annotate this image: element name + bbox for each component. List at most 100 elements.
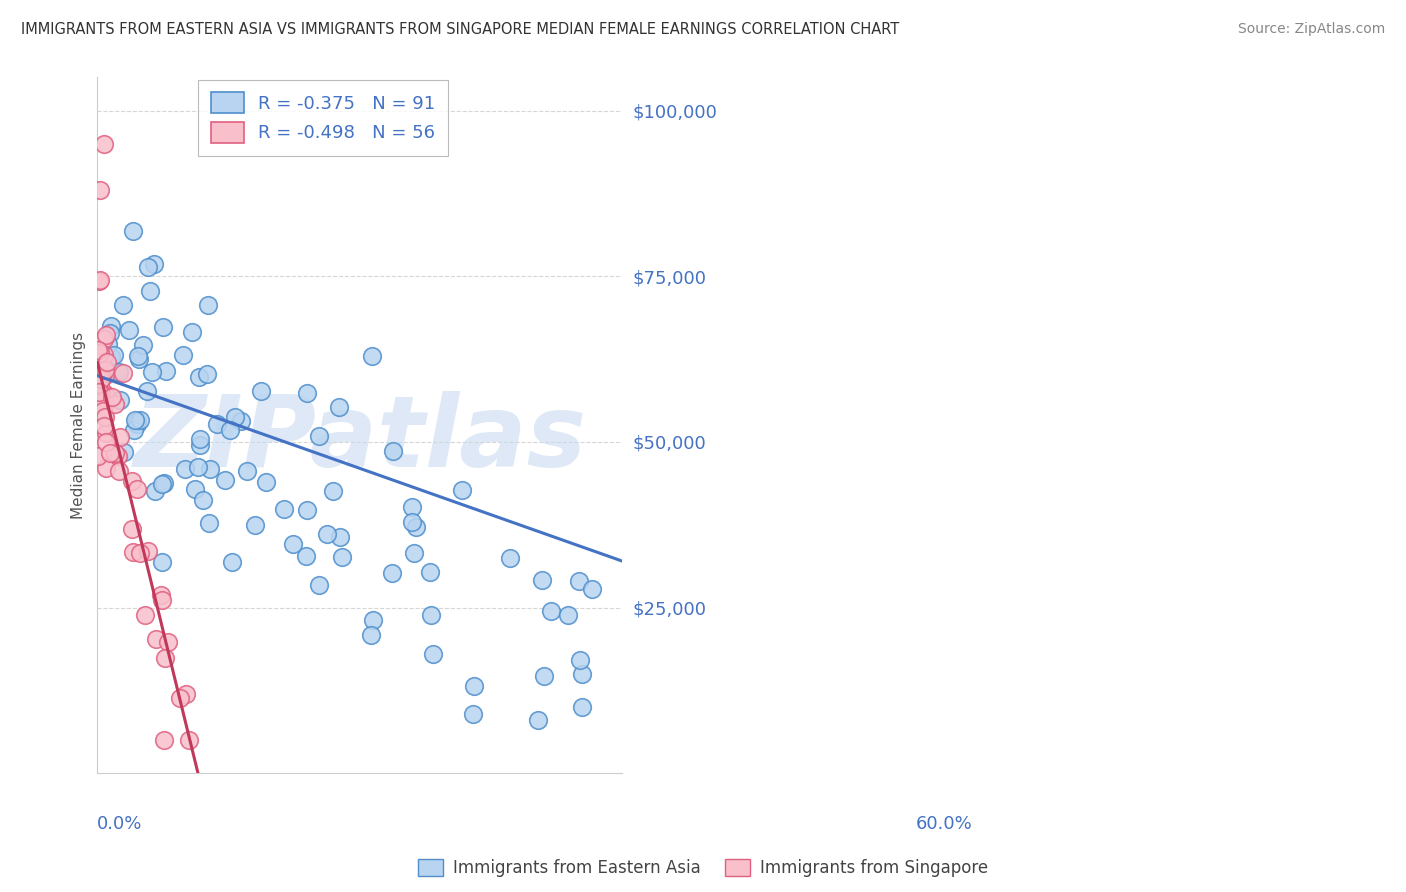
Point bbox=[200, 462, 222, 476]
Point bbox=[136, 260, 159, 274]
Point bbox=[207, 417, 229, 431]
Point bbox=[97, 336, 120, 351]
Text: 60.0%: 60.0% bbox=[915, 815, 973, 833]
Point bbox=[250, 384, 273, 398]
Point bbox=[422, 647, 444, 661]
Point bbox=[295, 503, 318, 517]
Point bbox=[87, 377, 110, 392]
Point bbox=[328, 400, 350, 414]
Point bbox=[132, 338, 155, 352]
Point bbox=[187, 459, 209, 474]
Point bbox=[221, 555, 243, 569]
Point bbox=[557, 607, 579, 622]
Point bbox=[90, 373, 112, 387]
Point bbox=[193, 492, 215, 507]
Point bbox=[104, 446, 127, 460]
Text: IMMIGRANTS FROM EASTERN ASIA VS IMMIGRANTS FROM SINGAPORE MEDIAN FEMALE EARNINGS: IMMIGRANTS FROM EASTERN ASIA VS IMMIGRAN… bbox=[21, 22, 900, 37]
Legend: Immigrants from Eastern Asia, Immigrants from Singapore: Immigrants from Eastern Asia, Immigrants… bbox=[411, 852, 995, 884]
Point bbox=[150, 588, 173, 602]
Point bbox=[174, 688, 197, 702]
Point bbox=[174, 462, 197, 476]
Y-axis label: Median Female Earnings: Median Female Earnings bbox=[72, 332, 86, 519]
Point bbox=[420, 607, 443, 622]
Text: 0.0%: 0.0% bbox=[97, 815, 143, 833]
Text: ZIPatlas: ZIPatlas bbox=[134, 391, 586, 488]
Point bbox=[330, 550, 353, 565]
Point bbox=[568, 574, 591, 588]
Point bbox=[122, 224, 145, 238]
Point bbox=[98, 326, 121, 340]
Point bbox=[461, 706, 484, 721]
Point bbox=[139, 285, 162, 299]
Point bbox=[134, 607, 156, 622]
Point bbox=[125, 482, 148, 496]
Point bbox=[571, 700, 593, 714]
Point bbox=[531, 573, 554, 587]
Point bbox=[112, 445, 135, 459]
Point bbox=[136, 384, 159, 399]
Point bbox=[91, 393, 114, 408]
Point bbox=[153, 733, 176, 747]
Point bbox=[188, 369, 211, 384]
Point bbox=[229, 414, 252, 428]
Point bbox=[172, 348, 194, 362]
Point bbox=[145, 632, 167, 646]
Point bbox=[125, 417, 148, 431]
Point bbox=[122, 423, 145, 437]
Point bbox=[419, 565, 441, 579]
Point bbox=[94, 363, 117, 377]
Point bbox=[361, 613, 384, 627]
Point bbox=[214, 474, 236, 488]
Point bbox=[124, 413, 146, 427]
Point bbox=[571, 667, 593, 681]
Point bbox=[273, 502, 295, 516]
Point bbox=[153, 651, 176, 665]
Point bbox=[401, 516, 423, 530]
Point bbox=[89, 273, 111, 287]
Point bbox=[107, 464, 129, 478]
Point bbox=[401, 500, 423, 514]
Point bbox=[527, 713, 550, 727]
Point bbox=[121, 475, 143, 489]
Point bbox=[118, 323, 141, 337]
Point bbox=[127, 349, 149, 363]
Point bbox=[87, 449, 110, 463]
Point bbox=[152, 320, 174, 334]
Point bbox=[110, 430, 132, 444]
Point bbox=[94, 387, 117, 401]
Point bbox=[128, 413, 150, 427]
Point bbox=[94, 434, 117, 449]
Point bbox=[107, 450, 129, 464]
Point bbox=[93, 368, 115, 382]
Point bbox=[125, 414, 148, 428]
Point bbox=[89, 183, 111, 197]
Point bbox=[224, 409, 246, 424]
Point bbox=[93, 348, 115, 362]
Point bbox=[121, 522, 143, 536]
Point bbox=[93, 418, 115, 433]
Point bbox=[90, 395, 112, 409]
Point bbox=[108, 365, 131, 379]
Point bbox=[281, 536, 304, 550]
Point bbox=[219, 423, 242, 437]
Point bbox=[111, 297, 134, 311]
Point bbox=[122, 544, 145, 558]
Point bbox=[90, 369, 112, 384]
Text: Source: ZipAtlas.com: Source: ZipAtlas.com bbox=[1237, 22, 1385, 37]
Point bbox=[360, 628, 382, 642]
Point bbox=[581, 582, 603, 596]
Point bbox=[100, 446, 122, 460]
Point bbox=[184, 482, 207, 496]
Point bbox=[103, 397, 125, 411]
Point bbox=[143, 483, 166, 498]
Point bbox=[322, 484, 344, 499]
Point bbox=[90, 385, 112, 400]
Point bbox=[87, 274, 110, 288]
Point bbox=[128, 546, 150, 560]
Point bbox=[198, 516, 221, 531]
Point bbox=[101, 390, 124, 404]
Point bbox=[157, 634, 180, 648]
Point bbox=[94, 426, 117, 441]
Point bbox=[568, 653, 591, 667]
Point bbox=[294, 549, 316, 563]
